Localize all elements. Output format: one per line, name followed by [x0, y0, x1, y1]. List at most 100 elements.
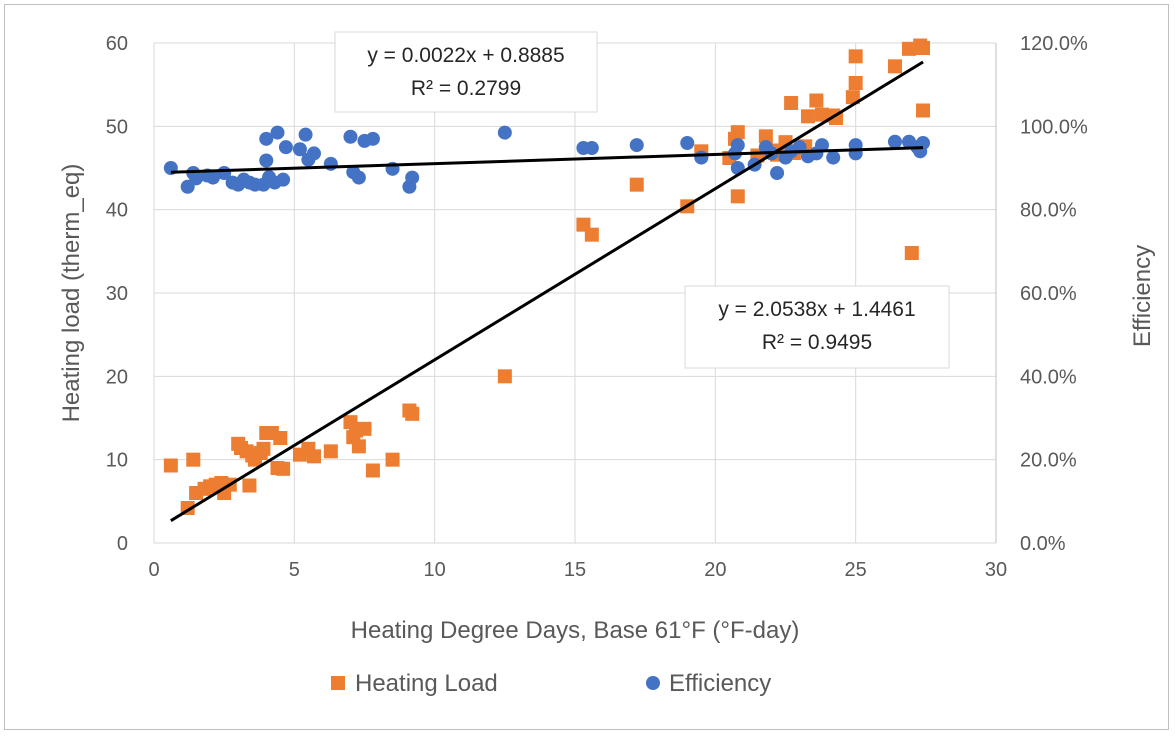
efficiency-point — [351, 170, 366, 185]
legend-label-heating-load: Heating Load — [355, 670, 498, 697]
heating-load-point — [904, 246, 919, 260]
heating-load-point — [730, 189, 745, 204]
efficiency-point — [205, 170, 220, 185]
efficiency-series — [163, 125, 931, 194]
heating-load-point — [186, 452, 201, 467]
efficiency-point — [887, 134, 902, 149]
heating-load-point — [273, 431, 288, 445]
heating-load-equation-box: y = 2.0538x + 1.4461 R² = 0.9495 — [684, 285, 950, 369]
efficiency-point — [405, 170, 420, 185]
efficiency-point — [189, 171, 204, 186]
heating-load-point — [584, 227, 599, 242]
heating-load-point — [163, 458, 178, 473]
legend-label-efficiency: Efficiency — [669, 670, 771, 697]
efficiency-point — [259, 153, 274, 168]
x-tick-label: 25 — [845, 559, 867, 581]
y-tick-label: 50 — [106, 116, 128, 138]
y2-tick-label: 100.0% — [1020, 116, 1088, 138]
efficiency-point — [292, 142, 307, 157]
y-tick-label: 10 — [106, 450, 128, 472]
legend-marker-efficiency — [646, 676, 660, 690]
heating-load-point — [800, 109, 815, 124]
efficiency-point — [584, 141, 599, 155]
efficiency-trend-equation: y = 0.0022x + 0.8885 — [367, 44, 564, 67]
heating-load-point — [256, 441, 271, 456]
chart-frame: 0 5 10 15 20 25 30 0 10 20 30 40 50 60 0.0% 20.0% 40.0… — [4, 4, 1169, 730]
heating-load-trend-r2: R² = 0.9495 — [762, 331, 872, 354]
efficiency-point — [629, 138, 644, 153]
efficiency-equation-box: y = 0.0022x + 0.8885 R² = 0.2799 — [334, 31, 598, 113]
efficiency-trendline — [170, 146, 924, 174]
y-tick-label: 40 — [106, 200, 128, 222]
y-tick-label: 0 — [117, 533, 128, 555]
heating-load-point — [845, 90, 860, 105]
x-axis-title: Heating Degree Days, Base 61°F (°F-day) — [351, 617, 800, 644]
efficiency-point — [826, 150, 841, 165]
scatter-chart: 0 5 10 15 20 25 30 0 10 20 30 40 50 60 0.0% 20.0% 40.0… — [58, 31, 1156, 697]
legend-marker-heating-load — [331, 676, 345, 690]
heating-load-equation-frame — [684, 285, 950, 369]
y2-tick-label: 120.0% — [1020, 33, 1088, 55]
heating-load-point — [887, 59, 902, 74]
heating-load-point — [758, 129, 773, 144]
efficiency-point — [259, 131, 274, 146]
heating-load-trend-equation: y = 2.0538x + 1.4461 — [718, 298, 915, 321]
heating-load-point — [784, 96, 799, 110]
x-tick-label: 30 — [985, 559, 1007, 581]
trendlines — [170, 60, 924, 522]
efficiency-point — [770, 166, 785, 180]
efficiency-point — [270, 125, 285, 140]
heating-load-point — [357, 421, 372, 436]
efficiency-point — [730, 138, 745, 153]
heating-load-point — [323, 444, 338, 459]
heating-load-point — [629, 177, 644, 192]
y2-tick-label: 60.0% — [1020, 283, 1077, 305]
efficiency-trend-r2: R² = 0.2799 — [411, 77, 521, 100]
efficiency-point — [343, 129, 358, 144]
heating-load-point — [351, 439, 366, 454]
y-tick-label: 20 — [106, 366, 128, 388]
efficiency-point — [365, 131, 380, 146]
efficiency-point — [276, 172, 291, 187]
heating-load-point — [901, 41, 916, 56]
x-tick-label: 20 — [704, 559, 726, 581]
x-tick-labels: 0 5 10 15 20 25 30 — [148, 559, 1007, 581]
heating-load-point — [497, 369, 512, 384]
efficiency-point — [680, 136, 695, 150]
heating-load-point — [916, 103, 931, 118]
y-tick-label: 30 — [106, 283, 128, 305]
heating-load-point — [814, 107, 829, 122]
efficiency-equation-frame — [334, 31, 598, 113]
x-tick-label: 10 — [424, 559, 446, 581]
heating-load-point — [385, 452, 400, 467]
legend: Heating Load Efficiency — [331, 670, 771, 697]
y2-tick-label: 20.0% — [1020, 450, 1077, 472]
efficiency-point — [298, 127, 313, 142]
y2-tick-label: 40.0% — [1020, 366, 1077, 388]
heating-load-point — [730, 125, 745, 140]
x-tick-label: 5 — [289, 559, 300, 581]
y2-axis-title: Efficiency — [1129, 245, 1156, 347]
y-tick-label: 60 — [106, 33, 128, 55]
heating-load-point — [848, 76, 863, 90]
x-tick-label: 0 — [148, 559, 159, 581]
heating-load-point — [306, 449, 321, 464]
efficiency-point — [306, 146, 321, 161]
heating-load-point — [809, 93, 824, 108]
heating-load-point — [276, 461, 291, 476]
heating-load-point — [242, 478, 257, 493]
y2-tick-labels: 0.0% 20.0% 40.0% 60.0% 80.0% 100.0% 120.0% — [1020, 33, 1088, 555]
y2-tick-label: 80.0% — [1020, 200, 1077, 222]
heating-load-point — [405, 406, 420, 421]
heating-load-point — [916, 41, 931, 55]
y-axis-title: Heating load (therm_eq) — [58, 164, 85, 423]
heating-load-point — [848, 49, 863, 64]
y-tick-labels: 0 10 20 30 40 50 60 — [106, 33, 128, 555]
efficiency-point — [323, 156, 338, 171]
x-tick-label: 15 — [564, 559, 586, 581]
heating-load-point — [365, 463, 380, 478]
heating-load-trendline — [170, 60, 924, 522]
efficiency-point — [278, 140, 293, 155]
y2-tick-label: 0.0% — [1020, 533, 1066, 555]
efficiency-point — [814, 138, 829, 153]
